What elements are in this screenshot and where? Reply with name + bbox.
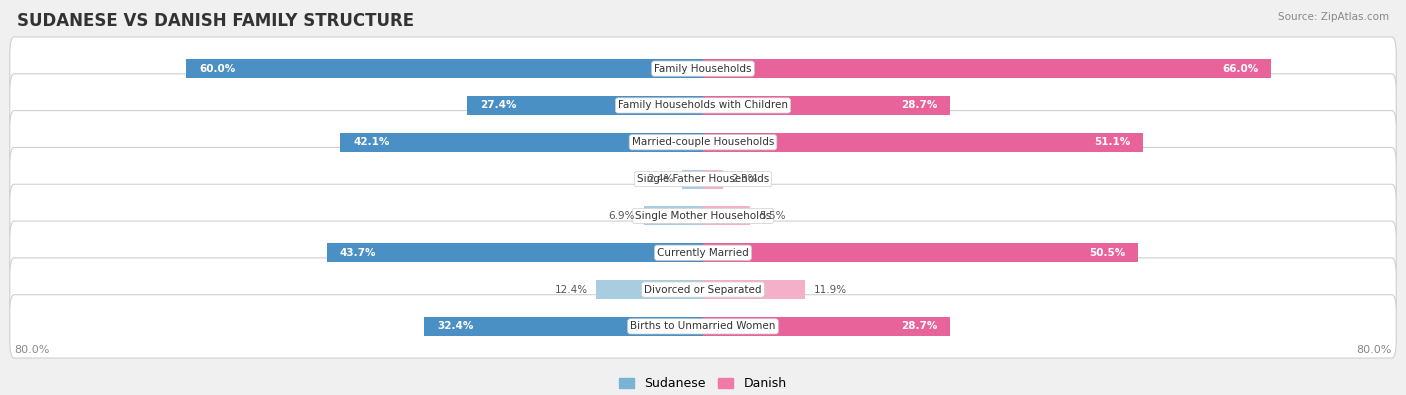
FancyBboxPatch shape [10, 184, 1396, 248]
Text: 11.9%: 11.9% [814, 284, 848, 295]
Text: Source: ZipAtlas.com: Source: ZipAtlas.com [1278, 12, 1389, 22]
Bar [682, 169, 703, 189]
FancyBboxPatch shape [10, 221, 1396, 284]
Text: 42.1%: 42.1% [353, 137, 389, 147]
Bar [703, 317, 950, 336]
Text: 80.0%: 80.0% [1357, 346, 1392, 356]
Bar [703, 59, 1271, 78]
Legend: Sudanese, Danish: Sudanese, Danish [614, 372, 792, 395]
Bar [326, 243, 703, 262]
Text: Family Households with Children: Family Households with Children [619, 100, 787, 111]
FancyBboxPatch shape [10, 147, 1396, 211]
Text: 6.9%: 6.9% [609, 211, 636, 221]
Text: Births to Unmarried Women: Births to Unmarried Women [630, 322, 776, 331]
Bar [703, 133, 1143, 152]
Text: Divorced or Separated: Divorced or Separated [644, 284, 762, 295]
Bar [467, 96, 703, 115]
Text: 43.7%: 43.7% [340, 248, 375, 258]
Text: 2.3%: 2.3% [731, 174, 758, 184]
Text: Married-couple Households: Married-couple Households [631, 137, 775, 147]
Text: 12.4%: 12.4% [554, 284, 588, 295]
Bar [703, 280, 806, 299]
Text: 51.1%: 51.1% [1094, 137, 1130, 147]
Text: 2.4%: 2.4% [647, 174, 673, 184]
Bar [644, 206, 703, 226]
Text: Family Households: Family Households [654, 64, 752, 73]
FancyBboxPatch shape [10, 295, 1396, 358]
Text: 5.5%: 5.5% [759, 211, 786, 221]
Bar [703, 96, 950, 115]
Bar [703, 206, 751, 226]
FancyBboxPatch shape [10, 37, 1396, 100]
Bar [425, 317, 703, 336]
Text: 50.5%: 50.5% [1088, 248, 1125, 258]
Text: 32.4%: 32.4% [437, 322, 474, 331]
Text: 27.4%: 27.4% [479, 100, 516, 111]
Text: SUDANESE VS DANISH FAMILY STRUCTURE: SUDANESE VS DANISH FAMILY STRUCTURE [17, 12, 413, 30]
Text: Single Father Households: Single Father Households [637, 174, 769, 184]
Text: 66.0%: 66.0% [1222, 64, 1258, 73]
FancyBboxPatch shape [10, 111, 1396, 174]
FancyBboxPatch shape [10, 258, 1396, 321]
Bar [340, 133, 703, 152]
Text: 28.7%: 28.7% [901, 100, 938, 111]
Text: Single Mother Households: Single Mother Households [636, 211, 770, 221]
Text: 80.0%: 80.0% [14, 346, 49, 356]
Bar [596, 280, 703, 299]
Bar [186, 59, 703, 78]
FancyBboxPatch shape [10, 74, 1396, 137]
Text: 60.0%: 60.0% [200, 64, 235, 73]
Bar [703, 243, 1137, 262]
Bar [703, 169, 723, 189]
Text: Currently Married: Currently Married [657, 248, 749, 258]
Text: 28.7%: 28.7% [901, 322, 938, 331]
